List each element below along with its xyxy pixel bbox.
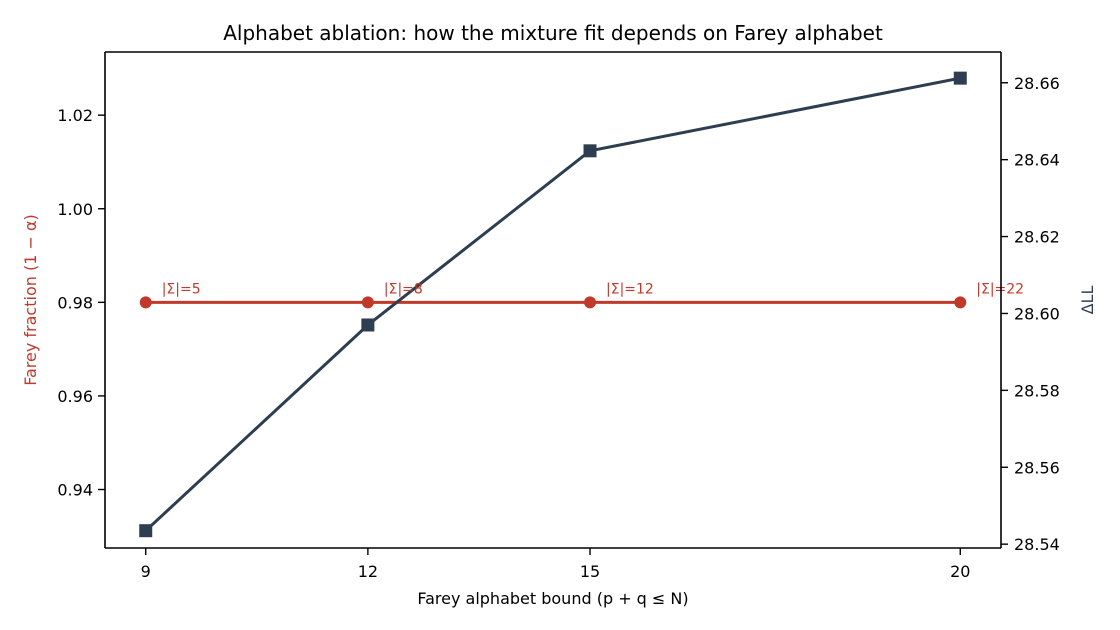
data-point-square xyxy=(361,318,375,332)
y-left-tick-label: 0.96 xyxy=(57,387,93,406)
data-point-square xyxy=(139,524,153,538)
x-tick-label: 15 xyxy=(580,562,600,581)
x-tick-label: 20 xyxy=(950,562,970,581)
y-right-tick-label: 28.60 xyxy=(1014,304,1060,323)
y-left-tick-label: 1.02 xyxy=(57,106,93,125)
y-right-tick-label: 28.66 xyxy=(1014,74,1060,93)
x-tick-label: 9 xyxy=(141,562,151,581)
data-point-circle xyxy=(361,296,374,309)
data-point-circle xyxy=(954,296,967,309)
y-right-tick-label: 28.58 xyxy=(1014,381,1060,400)
x-axis-title: Farey alphabet bound (p + q ≤ N) xyxy=(417,589,688,608)
y-right-tick-label: 28.56 xyxy=(1014,458,1060,477)
axes-layer: 9 12 15 20 0.94 0.96 0.98 1.00 1.02 28.54 28.56 28.… xyxy=(57,51,1060,581)
y-axis-right-title: ΔLL xyxy=(1078,286,1097,315)
data-point-circle xyxy=(139,296,152,309)
y-left-tick-label: 1.00 xyxy=(57,200,93,219)
point-annotation: |Σ|=12 xyxy=(606,281,654,297)
y-left-tick-label: 0.98 xyxy=(57,293,93,312)
series-layer: |Σ|=5 |Σ|=8 |Σ|=12 |Σ|=22 xyxy=(139,71,1024,538)
point-annotation: |Σ|=8 xyxy=(384,281,423,297)
data-point-circle xyxy=(584,296,597,309)
chart-title: Alphabet ablation: how the mixture fit d… xyxy=(223,21,883,45)
x-tick-label: 12 xyxy=(358,562,378,581)
y-left-tick-label: 0.94 xyxy=(57,481,93,500)
data-point-square xyxy=(583,144,597,158)
y-right-tick-label: 28.62 xyxy=(1014,228,1060,247)
y-axis-left-title: Farey fraction (1 − α) xyxy=(21,214,40,386)
point-annotation: |Σ|=22 xyxy=(976,281,1024,297)
series-line-delta-ll xyxy=(144,76,961,532)
y-right-tick-label: 28.64 xyxy=(1014,151,1060,170)
data-point-square xyxy=(953,71,967,85)
point-annotation: |Σ|=5 xyxy=(162,281,201,297)
y-right-tick-label: 28.54 xyxy=(1014,535,1060,554)
